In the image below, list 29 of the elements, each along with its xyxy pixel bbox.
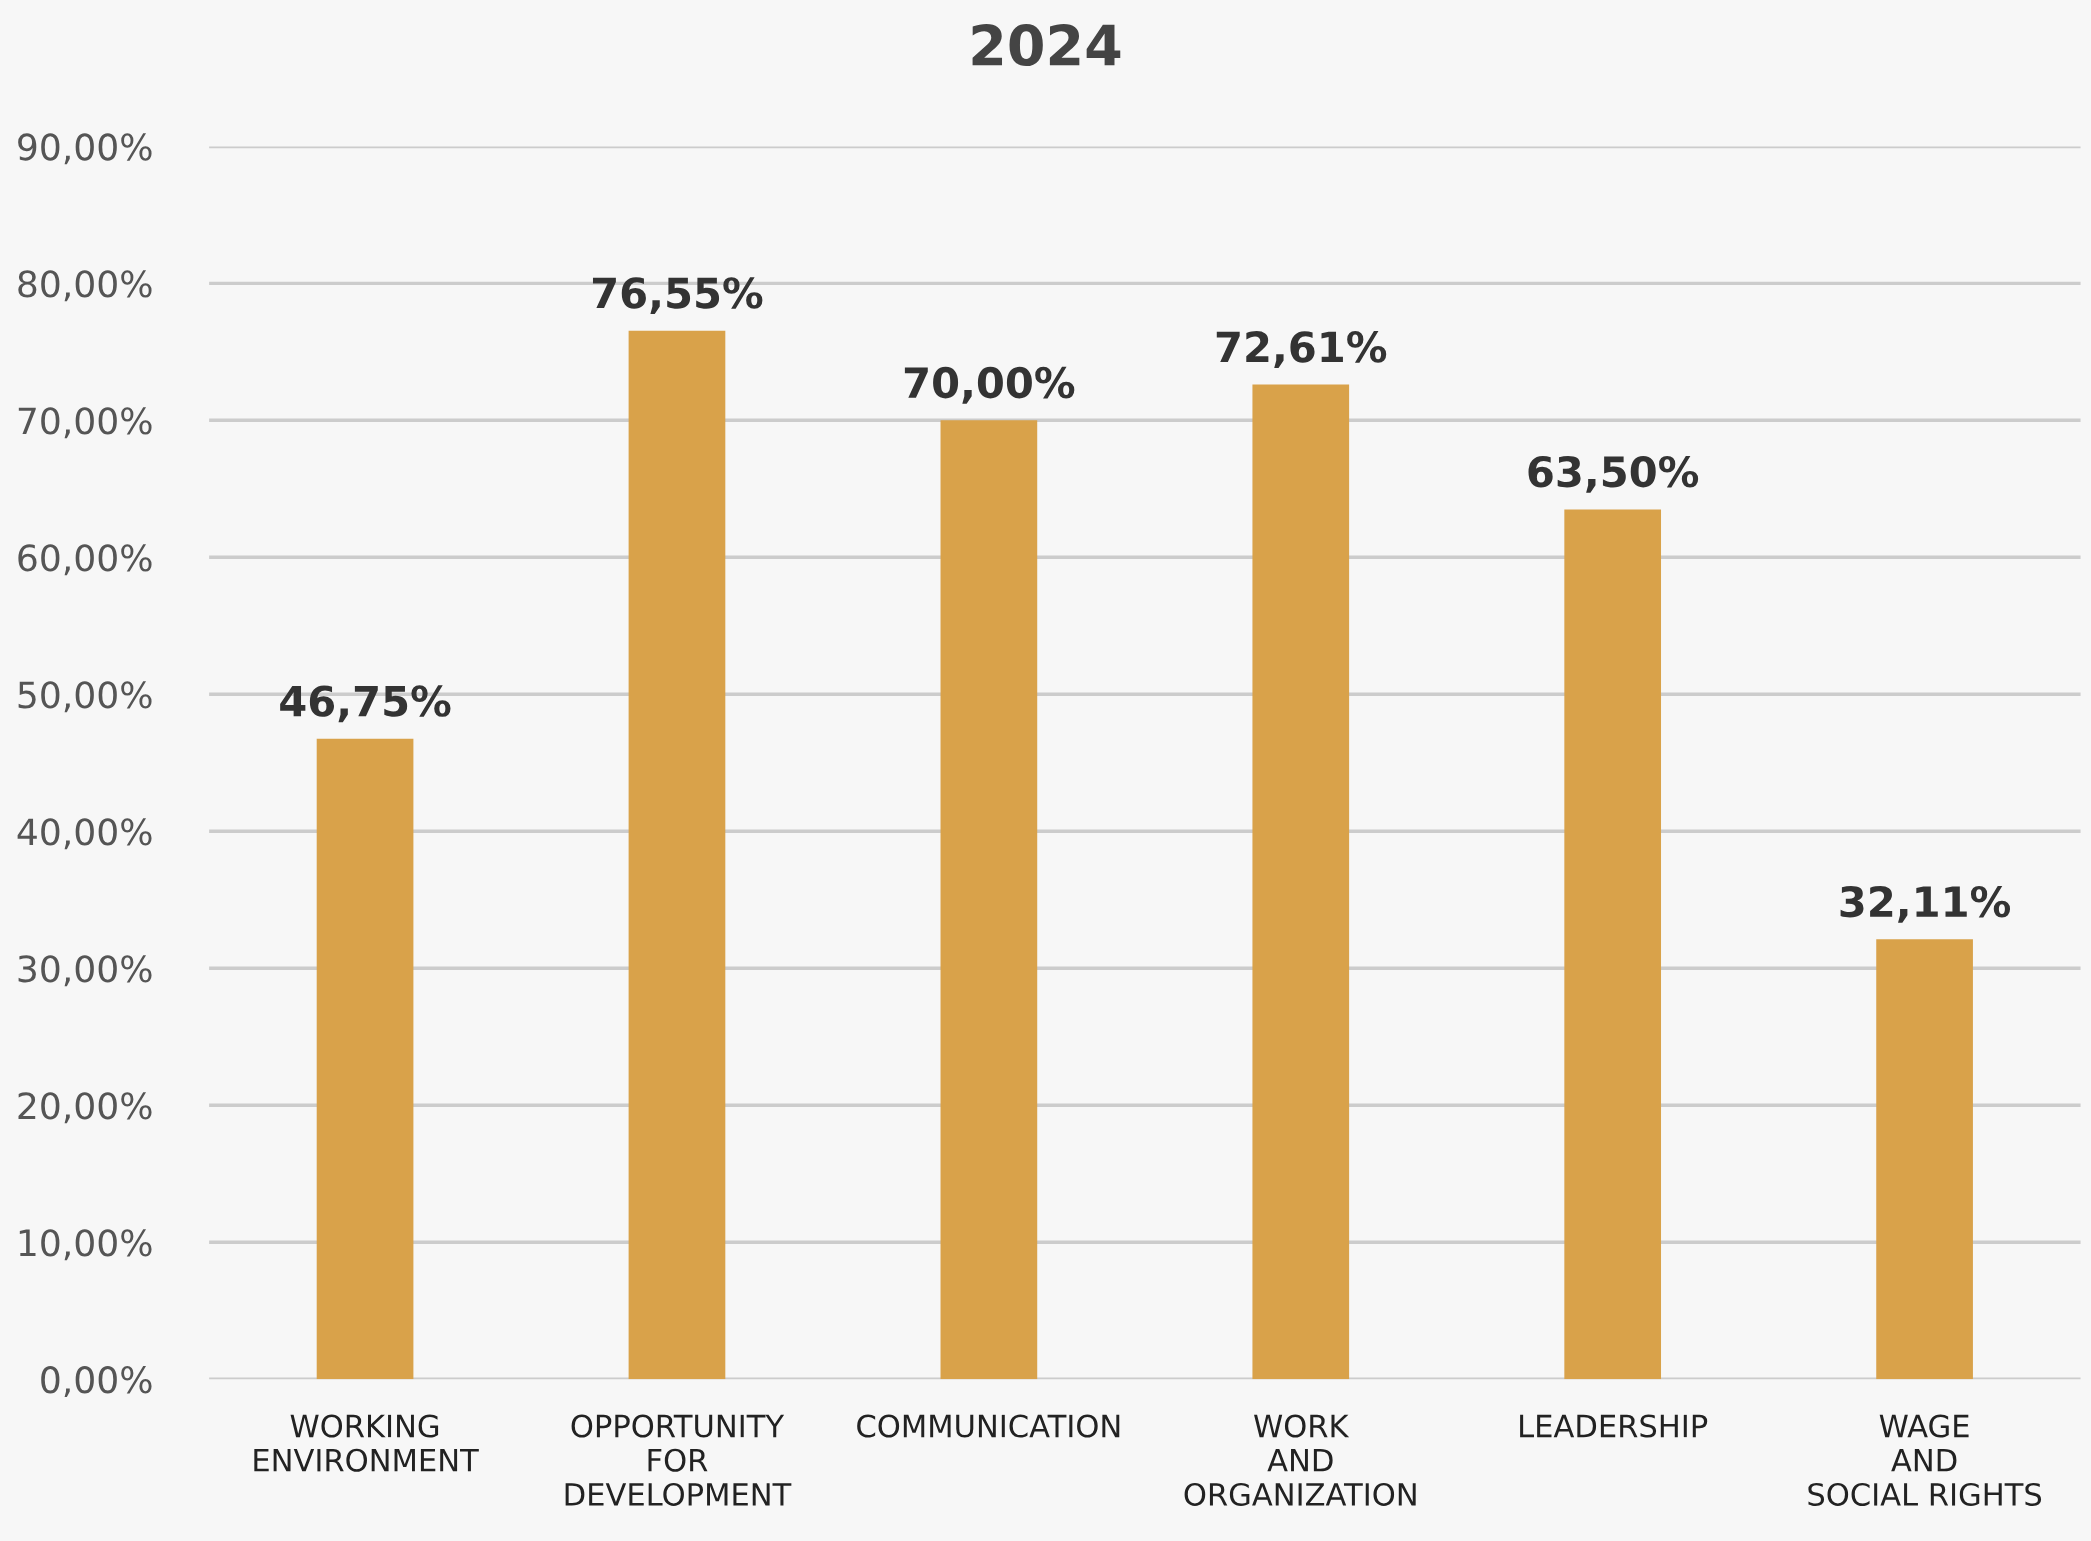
x-tick-label: LEADERSHIP xyxy=(1520,1414,1708,1438)
bar xyxy=(1252,384,1350,1380)
data-label: 76,55% xyxy=(592,277,763,314)
data-label: 70,00% xyxy=(904,366,1075,404)
y-tick-label: 50,00% xyxy=(18,681,152,713)
x-tick-label: WAGE AND SOCIAL RIGHTS xyxy=(1808,1414,2042,1506)
data-label: 63,50% xyxy=(1528,455,1699,493)
y-tick-label: 40,00% xyxy=(17,818,152,850)
x-tick-label: OPPORTUNITY FOR DEVELOPMENT xyxy=(565,1414,792,1506)
bar xyxy=(316,738,414,1380)
data-label: 46,75% xyxy=(280,685,451,723)
bar xyxy=(628,330,726,1380)
data-label: 32,11% xyxy=(1840,885,2011,923)
data-label: 72,61% xyxy=(1216,331,1387,368)
bar xyxy=(1876,939,1973,1380)
y-tick-label: 70,00% xyxy=(18,407,152,439)
bar xyxy=(940,420,1038,1380)
y-tick-label: 90,00% xyxy=(18,133,152,165)
chart-title: 2024 xyxy=(972,24,1121,67)
x-tick-label: WORK AND ORGANIZATION xyxy=(1184,1414,1416,1506)
y-tick-label: 20,00% xyxy=(18,1092,152,1124)
y-tick-label: 80,00% xyxy=(18,270,152,302)
y-tick-label: 60,00% xyxy=(18,544,152,576)
y-tick-label: 30,00% xyxy=(18,955,152,987)
y-tick-label: 10,00% xyxy=(19,1229,152,1261)
x-tick-label: COMMUNICATION xyxy=(857,1414,1120,1438)
y-tick-label: 0,00% xyxy=(41,1366,152,1398)
x-tick-label: WORKING ENVIRONMENT xyxy=(254,1414,479,1472)
bar xyxy=(1564,509,1662,1380)
